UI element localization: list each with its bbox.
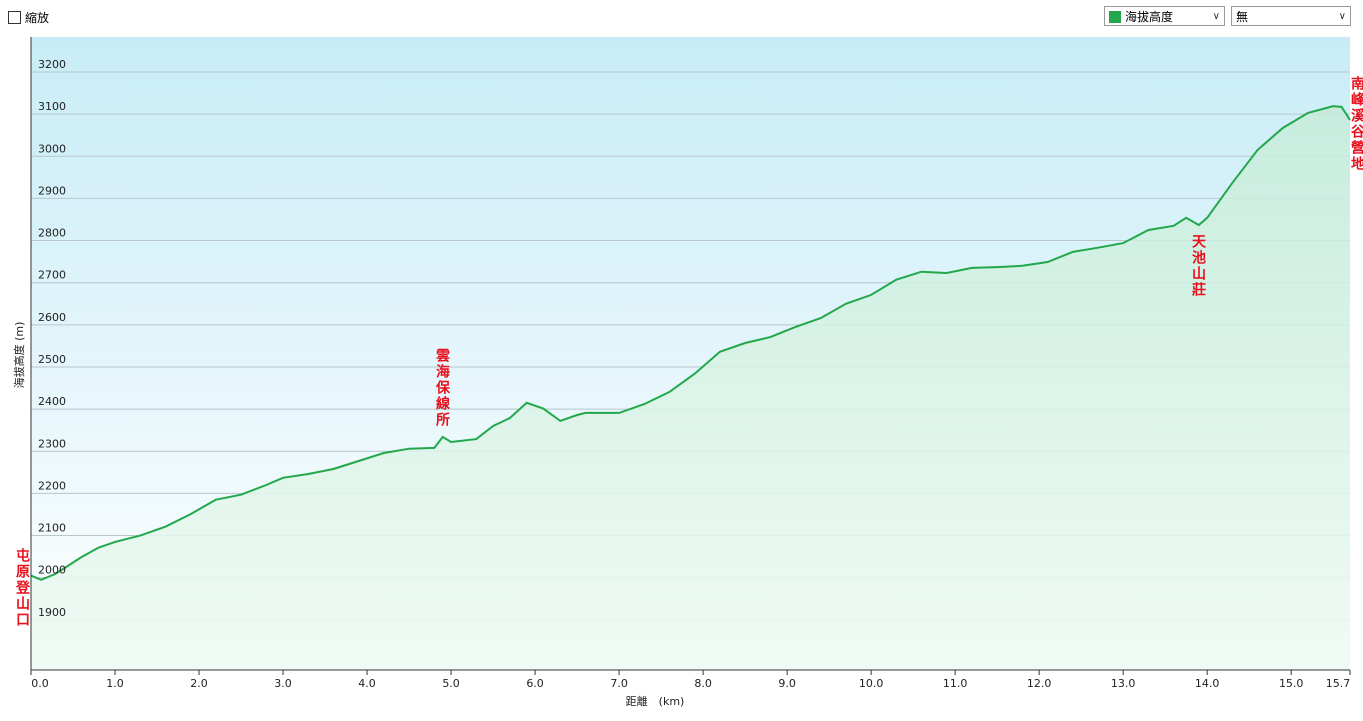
- area-fill: [31, 106, 1350, 671]
- x-axis-title: 距離 (km): [626, 694, 685, 708]
- annotation: 雲海保線所: [434, 347, 451, 428]
- overlay-label: 無: [1236, 10, 1249, 24]
- x-tick-label: 0.0: [31, 677, 49, 690]
- x-tick-label: 6.0: [526, 677, 544, 690]
- elevation-line: [30, 105, 1351, 581]
- legend-swatch: [1109, 11, 1121, 23]
- y-tick-label: 2300: [38, 437, 66, 450]
- y-tick-label: 2500: [38, 353, 66, 366]
- x-tick-label: 7.0: [610, 677, 628, 690]
- y-tick-label: 2800: [38, 227, 66, 240]
- y-axis-title: 海拔高度 (m): [12, 322, 26, 389]
- y-tick-label: 3100: [38, 100, 66, 113]
- x-tick-label: 14.0: [1195, 677, 1220, 690]
- x-tick-label: 15.0: [1279, 677, 1304, 690]
- y-tick-label: 1900: [38, 606, 66, 619]
- y-tick-label: 2000: [38, 564, 66, 577]
- annotation: 天池山莊: [1190, 234, 1206, 298]
- y-tick-label: 2100: [38, 522, 66, 535]
- x-tick-label: 13.0: [1111, 677, 1136, 690]
- y-tick-label: 2900: [38, 184, 66, 197]
- y-tick-label: 2600: [38, 311, 66, 324]
- y-tick-label: 2400: [38, 395, 66, 408]
- y-tick-label: 2200: [38, 479, 66, 492]
- x-tick-label: 9.0: [778, 677, 796, 690]
- annotation: 屯原登山口: [14, 547, 31, 628]
- zoom-toggle[interactable]: 縮放: [8, 9, 49, 26]
- x-tick-label: 5.0: [442, 677, 460, 690]
- chart: 距離 (km) 海拔高度 (m) 1900 2000 2100 2200 2300 240…: [12, 37, 1363, 708]
- x-tick-label: 8.0: [694, 677, 712, 690]
- x-tick-label: 4.0: [358, 677, 376, 690]
- x-tick-label: 15.7: [1326, 677, 1351, 690]
- x-tick-label: 2.0: [190, 677, 208, 690]
- series-select[interactable]: 海拔高度 ∨: [1104, 6, 1225, 26]
- y-tick-label: 2700: [38, 269, 66, 282]
- legend-label: 海拔高度: [1125, 10, 1174, 24]
- zoom-label: 縮放: [25, 11, 50, 25]
- x-tick-label: 3.0: [274, 677, 292, 690]
- annotation: 南峰溪谷營地: [1349, 75, 1363, 172]
- x-tick-label: 10.0: [859, 677, 884, 690]
- overlay-select[interactable]: 無 ∨: [1231, 6, 1351, 26]
- x-tick-label: 12.0: [1027, 677, 1052, 690]
- x-tick-label: 1.0: [106, 677, 124, 690]
- y-tick-label: 3000: [38, 142, 66, 155]
- y-tick-label: 3200: [38, 58, 66, 71]
- x-tick-label: 11.0: [943, 677, 968, 690]
